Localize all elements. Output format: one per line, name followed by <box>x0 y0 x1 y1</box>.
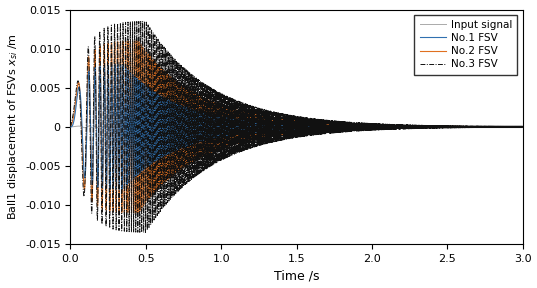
No.3 FSV <box>490 125 497 128</box>
No.2 FSV <box>134 39 140 43</box>
Line: No.2 FSV: No.2 FSV <box>70 41 523 213</box>
Input signal <box>519 124 526 128</box>
No.1 FSV <box>341 125 347 129</box>
No.2 FSV <box>490 125 497 128</box>
No.3 FSV <box>341 128 347 132</box>
Input signal <box>391 126 397 129</box>
No.2 FSV <box>391 126 397 130</box>
Legend: Input signal, No.1 FSV, No.2 FSV, No.3 FSV: Input signal, No.1 FSV, No.2 FSV, No.3 F… <box>415 15 518 75</box>
Y-axis label: Ball1 displacement of FSVs $x_{si}$ /m: Ball1 displacement of FSVs $x_{si}$ /m <box>5 33 19 220</box>
No.3 FSV <box>180 185 186 188</box>
Line: Input signal: Input signal <box>70 126 523 128</box>
No.2 FSV <box>67 125 74 128</box>
Input signal <box>490 124 497 128</box>
No.1 FSV <box>490 125 497 128</box>
No.3 FSV <box>141 20 148 23</box>
No.3 FSV <box>281 122 288 126</box>
Input signal <box>180 126 186 129</box>
No.2 FSV <box>341 126 347 130</box>
No.1 FSV <box>120 62 126 66</box>
No.2 FSV <box>358 123 364 127</box>
Input signal <box>358 124 364 128</box>
Input signal <box>281 126 287 129</box>
Input signal <box>67 125 74 128</box>
Input signal <box>470 126 476 129</box>
No.3 FSV <box>391 127 397 130</box>
Line: No.1 FSV: No.1 FSV <box>70 64 523 190</box>
No.3 FSV <box>358 122 364 126</box>
No.3 FSV <box>519 125 526 128</box>
Input signal <box>442 124 449 128</box>
No.2 FSV <box>281 125 288 129</box>
Line: No.3 FSV: No.3 FSV <box>70 21 523 232</box>
Input signal <box>340 125 347 128</box>
No.1 FSV <box>281 126 288 129</box>
No.1 FSV <box>519 125 526 128</box>
No.2 FSV <box>133 211 139 215</box>
No.1 FSV <box>180 144 186 147</box>
No.2 FSV <box>519 125 526 128</box>
No.2 FSV <box>180 165 186 169</box>
No.1 FSV <box>358 124 364 128</box>
No.1 FSV <box>119 188 125 191</box>
No.1 FSV <box>67 125 74 128</box>
X-axis label: Time /s: Time /s <box>274 270 320 283</box>
No.3 FSV <box>140 231 147 234</box>
No.3 FSV <box>67 125 74 128</box>
No.1 FSV <box>391 126 397 129</box>
